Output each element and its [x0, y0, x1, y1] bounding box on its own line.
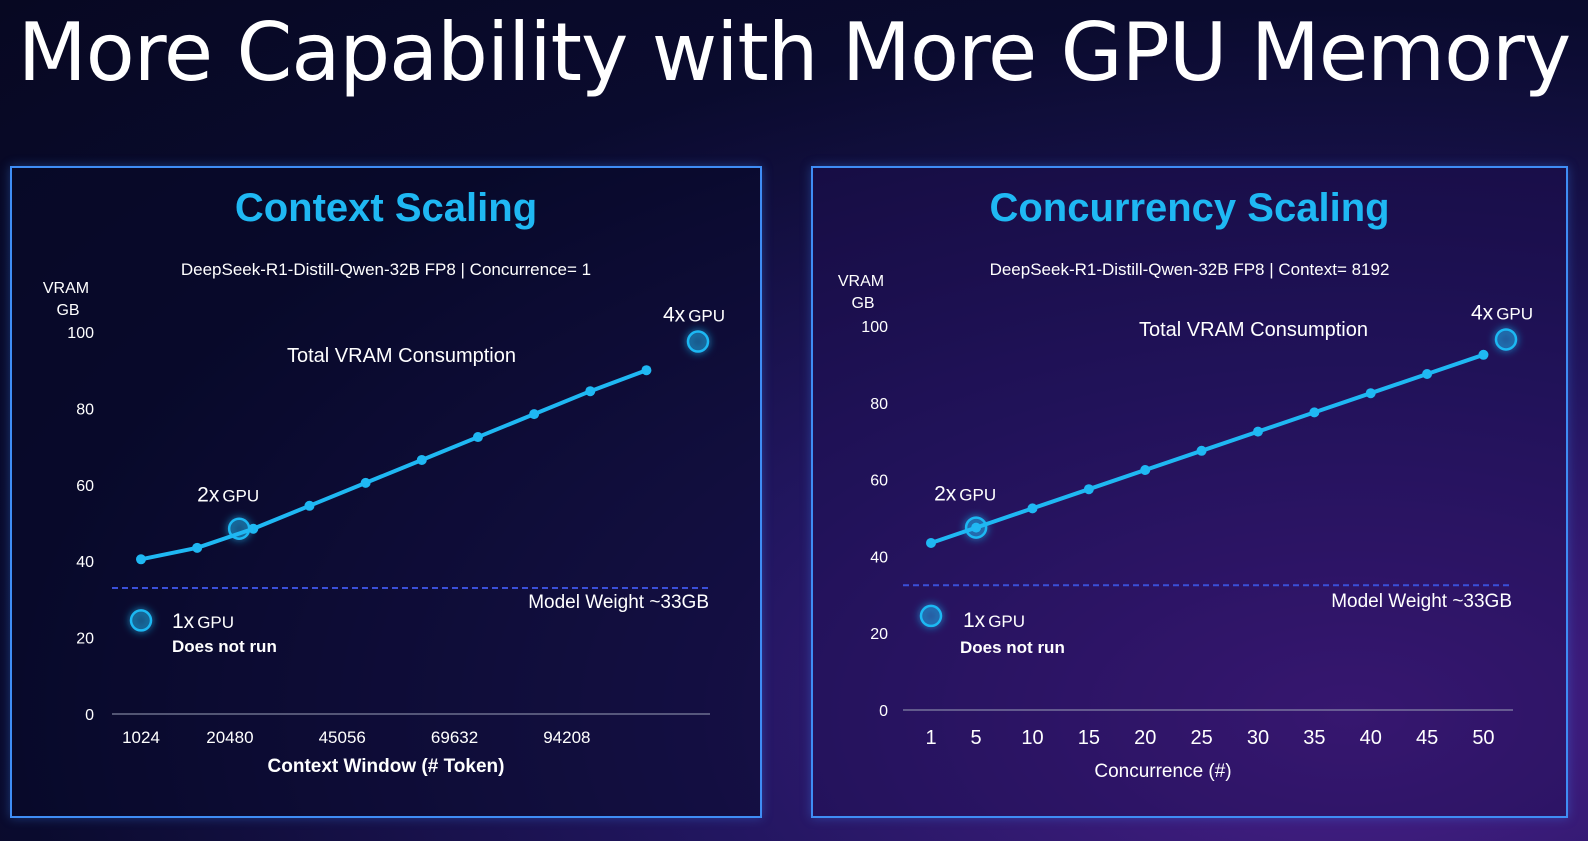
data-point: [1027, 503, 1038, 514]
x-tick-label: 94208: [543, 728, 590, 747]
series-label: Total VRAM Consumption: [287, 345, 516, 367]
model-weight-label: Model Weight ~33GB: [528, 592, 709, 613]
chart-title: Context Scaling: [235, 186, 537, 230]
y-tick-label: 0: [85, 707, 94, 724]
x-tick-label: 69632: [431, 728, 478, 747]
data-point: [416, 454, 427, 465]
data-point: [136, 554, 146, 565]
x-tick-label: 25: [1190, 727, 1212, 749]
data-point: [192, 542, 203, 553]
y-tick-label: 60: [870, 473, 888, 490]
gpu-marker: [964, 516, 988, 539]
x-axis-label: Concurrence (#): [1094, 761, 1231, 782]
context-scaling-chart: Context Scaling DeepSeek-R1-Distill-Qwen-…: [43, 186, 725, 777]
x-tick-label: 5: [971, 727, 982, 749]
data-point: [1422, 369, 1433, 379]
x-tick-label: 20: [1134, 727, 1156, 749]
gpu-marker: [227, 517, 251, 540]
context-scaling-panel: Context Scaling DeepSeek-R1-Distill-Qwen-…: [10, 166, 762, 818]
data-point: [1196, 445, 1207, 456]
one-gpu-label: 1x GPU: [963, 609, 1025, 632]
x-tick-label: 40: [1360, 727, 1382, 749]
y-tick-label: 60: [76, 478, 94, 495]
y-axis-label-unit: GB: [56, 302, 79, 319]
one-gpu-note: Does not run: [172, 637, 277, 656]
x-tick-label: 1: [925, 727, 936, 749]
data-point: [641, 365, 652, 376]
data-point: [1365, 388, 1376, 399]
gpu-marker-label: 2x GPU: [934, 483, 996, 506]
one-gpu-label: 1x GPU: [172, 610, 234, 633]
gpu-marker-label: 4x GPU: [1471, 301, 1533, 324]
y-tick-label: 20: [870, 626, 888, 643]
x-tick-label: 45056: [319, 728, 366, 747]
x-tick-label: 1024: [122, 728, 160, 747]
gpu-marker-label: 2x GPU: [197, 484, 259, 507]
y-axis-label: VRAM: [838, 273, 884, 290]
data-point: [472, 432, 483, 443]
y-tick-label: 40: [76, 554, 94, 571]
one-gpu-marker: [129, 609, 153, 632]
data-point: [1083, 484, 1094, 495]
chart-subtitle: DeepSeek-R1-Distill-Qwen-32B FP8 | Concu…: [181, 260, 591, 279]
data-point: [1252, 426, 1263, 437]
concurrency-scaling-chart: Concurrency Scaling DeepSeek-R1-Distill-Q…: [838, 186, 1533, 782]
concurrency-scaling-panel: Concurrency Scaling DeepSeek-R1-Distill-Q…: [811, 166, 1568, 818]
y-tick-label: 20: [76, 631, 94, 648]
model-weight-label: Model Weight ~33GB: [1331, 591, 1512, 612]
data-point: [248, 523, 259, 534]
y-tick-label: 100: [861, 319, 888, 336]
data-point: [1309, 407, 1320, 418]
y-tick-label: 40: [870, 549, 888, 566]
x-tick-label: 35: [1303, 727, 1325, 749]
x-tick-label: 20480: [206, 728, 253, 747]
data-point: [360, 477, 371, 488]
x-tick-label: 15: [1078, 727, 1100, 749]
x-tick-label: 10: [1021, 727, 1043, 749]
chart-title: Concurrency Scaling: [989, 186, 1389, 230]
y-axis-label-unit: GB: [851, 295, 874, 312]
data-point: [1478, 349, 1489, 360]
data-point: [926, 537, 936, 548]
gpu-marker: [1494, 328, 1518, 351]
series-line: [139, 368, 649, 562]
x-axis-label: Context Window (# Token): [268, 756, 505, 777]
one-gpu-marker: [919, 604, 943, 628]
x-tick-label: 30: [1247, 727, 1269, 749]
series-label: Total VRAM Consumption: [1139, 319, 1368, 341]
y-tick-label: 0: [879, 703, 888, 720]
data-point: [585, 386, 596, 397]
x-tick-label: 50: [1472, 727, 1494, 749]
y-tick-label: 100: [67, 325, 94, 342]
data-point: [1140, 465, 1151, 475]
data-point: [529, 409, 540, 420]
y-tick-label: 80: [76, 401, 94, 418]
one-gpu-note: Does not run: [960, 638, 1065, 657]
data-point: [304, 500, 315, 511]
y-tick-label: 80: [870, 396, 888, 413]
chart-subtitle: DeepSeek-R1-Distill-Qwen-32B FP8 | Conte…: [990, 260, 1390, 279]
gpu-marker: [686, 330, 710, 353]
x-tick-label: 45: [1416, 727, 1438, 749]
page-title: More Capability with More GPU Memory: [17, 6, 1572, 99]
gpu-marker-label: 4x GPU: [663, 304, 725, 327]
series-line: [929, 352, 1486, 545]
y-axis-label: VRAM: [43, 280, 89, 297]
